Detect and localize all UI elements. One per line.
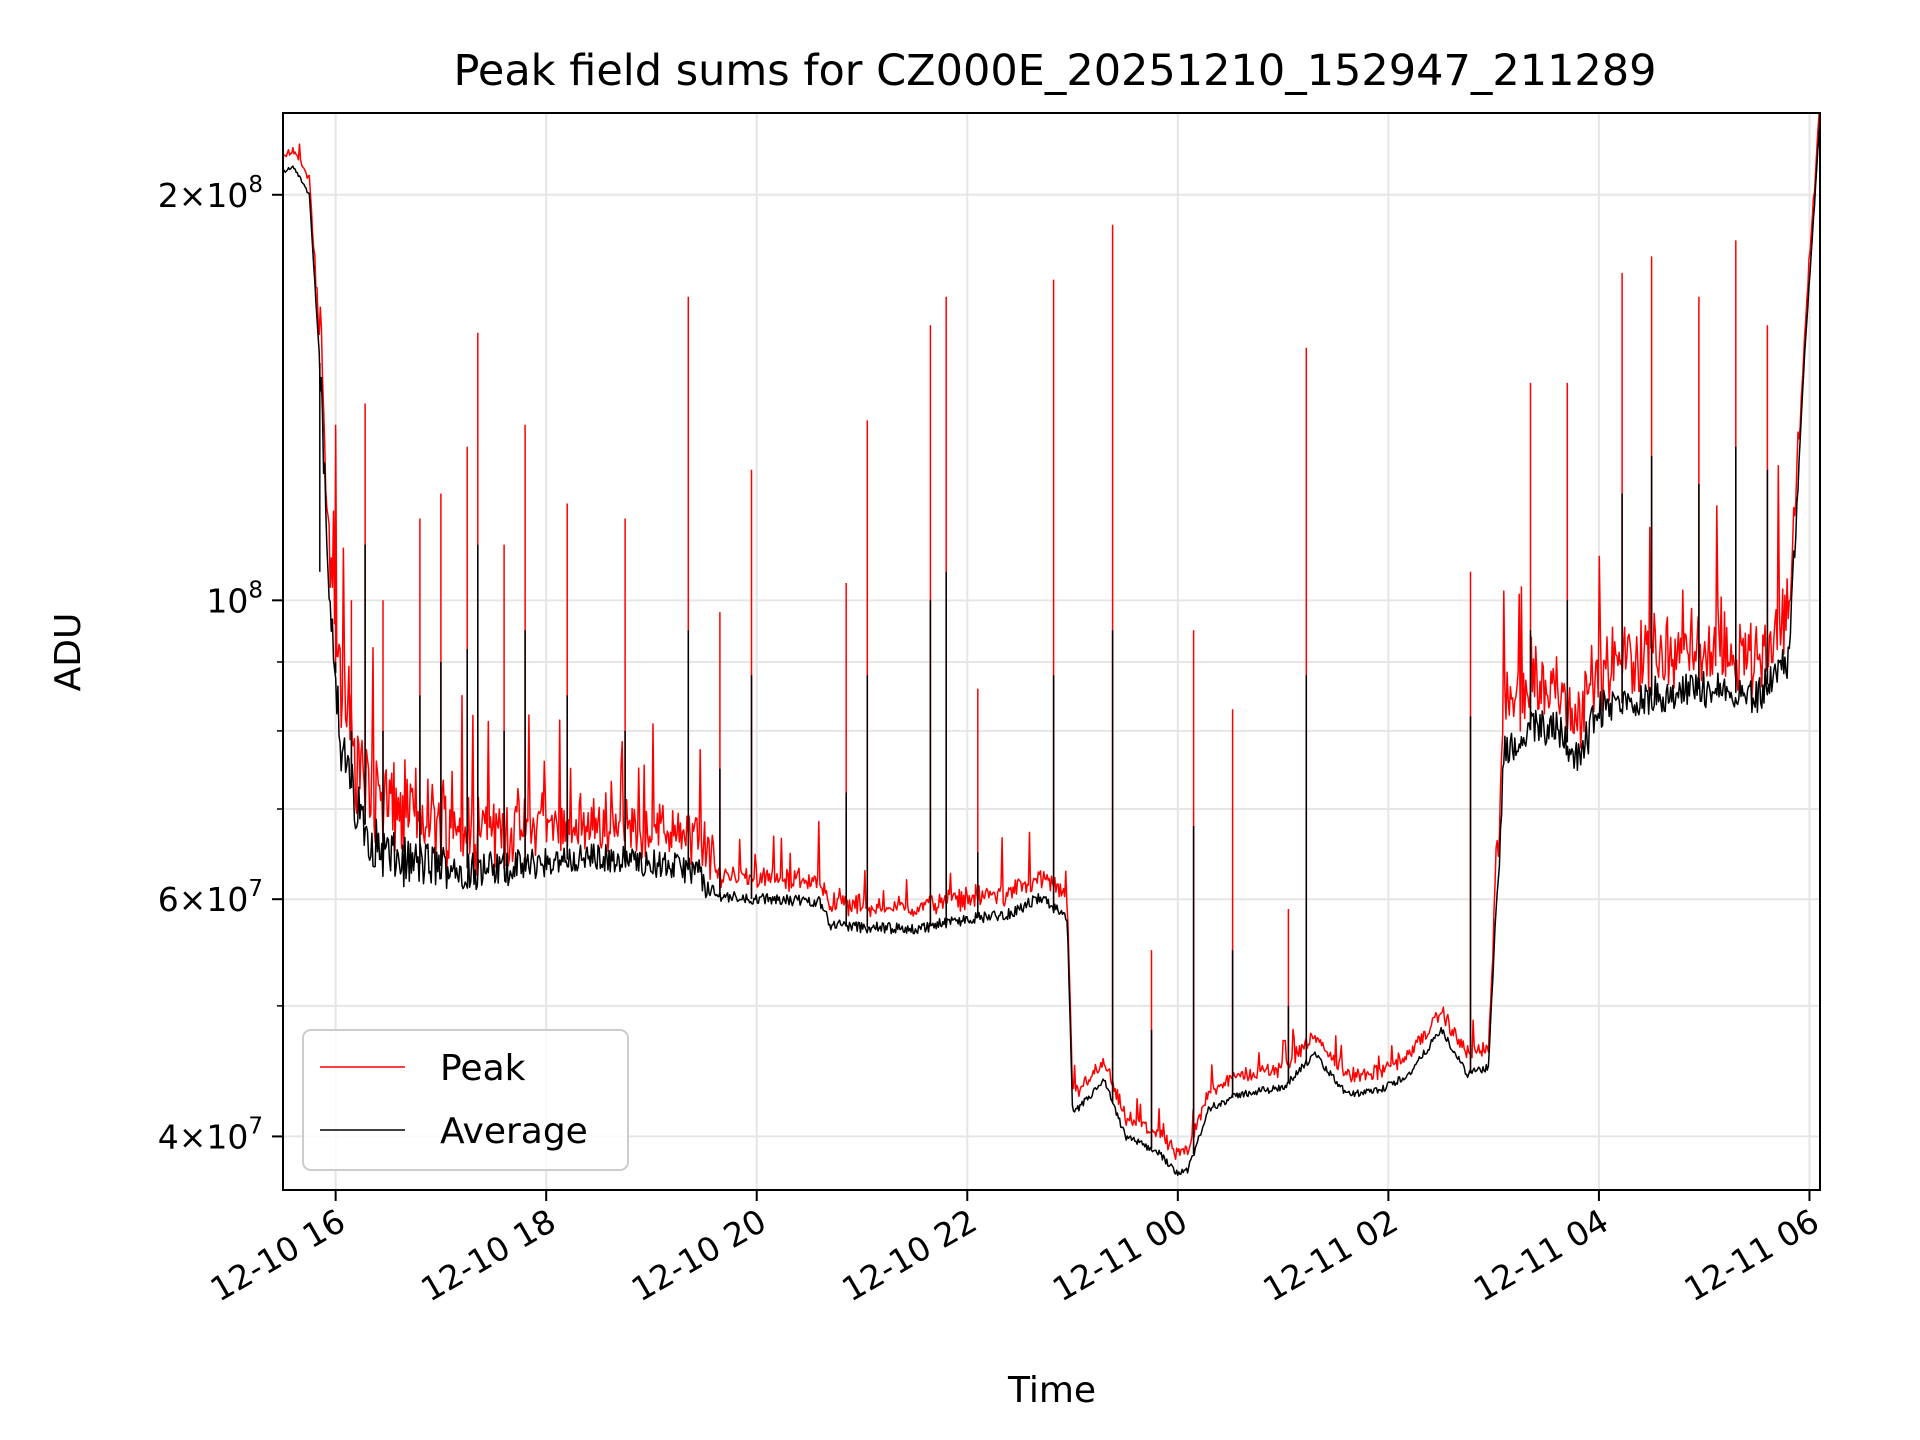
y-tick-label: 4×107 — [158, 1113, 263, 1156]
legend-frame — [302, 1029, 629, 1171]
x-axis-label: Time — [1007, 1370, 1096, 1411]
y-axis-label: ADU — [48, 613, 89, 692]
plot-area-frame — [282, 112, 1821, 1191]
legend-peak-label: Peak — [440, 1048, 526, 1089]
y-tick-label: 2×108 — [158, 172, 263, 215]
series-lines — [283, 113, 1820, 1176]
y-tick-label: 108 — [206, 577, 263, 620]
average-series-line — [283, 116, 1820, 1176]
y-tick-label: 6×107 — [158, 876, 263, 919]
legend-average-label: Average — [440, 1111, 588, 1152]
chart-title: Peak field sums for CZ000E_20251210_1529… — [453, 46, 1656, 96]
legend: Peak Average — [302, 1029, 629, 1171]
